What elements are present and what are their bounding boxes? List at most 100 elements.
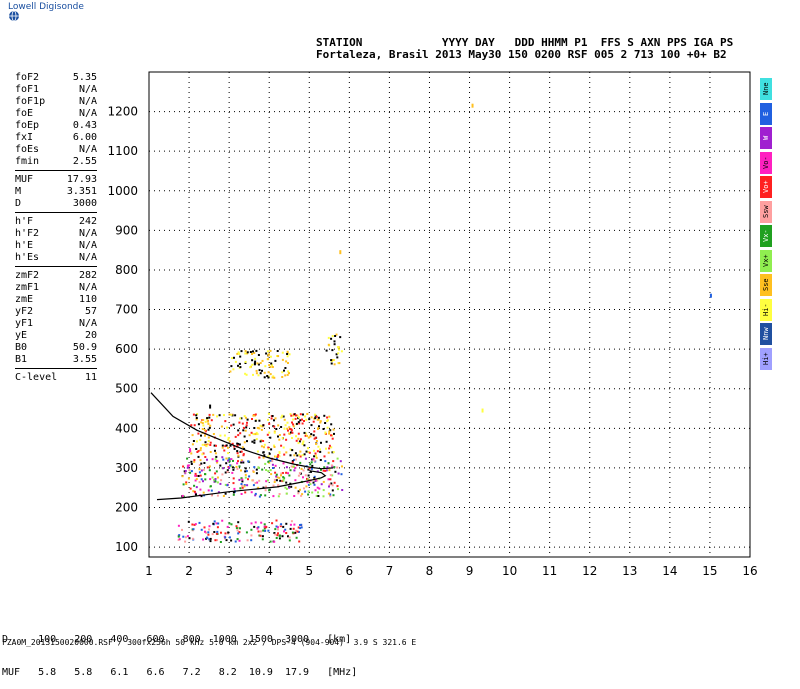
- echo-point: [336, 356, 339, 359]
- echo-point: [219, 464, 222, 467]
- echo-point: [274, 455, 276, 458]
- echo-point: [256, 527, 259, 530]
- param-key: B0: [15, 342, 28, 353]
- echo-point: [288, 539, 291, 542]
- echo-point: [254, 357, 257, 360]
- echo-point: [192, 413, 195, 416]
- echo-point: [216, 530, 219, 533]
- echo-point: [240, 483, 243, 485]
- echo-point: [202, 452, 205, 455]
- echo-point: [208, 538, 211, 541]
- x-tick-label: 6: [346, 564, 354, 578]
- echo-point: [301, 442, 304, 445]
- echo-point: [316, 486, 319, 489]
- echo-point: [306, 413, 309, 415]
- echo-point: [291, 460, 294, 463]
- isolated-echo-point: [339, 250, 342, 255]
- echo-point: [326, 426, 329, 429]
- echo-point: [288, 486, 291, 489]
- echo-point: [190, 452, 193, 455]
- echo-point: [208, 465, 211, 468]
- echo-point: [254, 482, 257, 484]
- echo-point: [303, 487, 305, 490]
- echo-point: [284, 528, 287, 531]
- echo-point: [314, 436, 317, 439]
- param-row: C-level 11: [15, 372, 97, 384]
- echo-point: [340, 473, 343, 476]
- echo-point: [246, 421, 248, 424]
- echo-point: [195, 478, 198, 481]
- param-row: M 3.351: [15, 186, 97, 198]
- echo-point: [256, 362, 259, 365]
- echo-point: [313, 449, 315, 452]
- echo-point: [299, 488, 301, 491]
- echo-point: [250, 431, 253, 434]
- echo-point: [311, 464, 314, 467]
- echo-point: [246, 539, 249, 542]
- param-value: N/A: [78, 318, 97, 329]
- param-row: zmF2 282: [15, 270, 97, 282]
- echo-point: [302, 476, 304, 479]
- echo-point: [299, 524, 301, 526]
- x-tick-label: 14: [662, 564, 677, 578]
- param-row: B0 50.9: [15, 342, 97, 354]
- echo-point: [267, 418, 269, 421]
- echo-point: [230, 365, 233, 368]
- echo-point: [266, 433, 269, 436]
- echo-point: [281, 437, 284, 440]
- echo-point: [187, 464, 190, 467]
- param-key: zmF2: [15, 270, 40, 281]
- echo-point: [219, 541, 222, 543]
- echo-point: [248, 434, 251, 437]
- echo-point: [317, 427, 320, 430]
- echo-point: [195, 417, 198, 419]
- echo-point: [214, 478, 217, 480]
- param-value: 20: [84, 330, 97, 341]
- echo-point: [335, 333, 338, 336]
- echo-point: [230, 458, 233, 461]
- echo-point: [300, 467, 303, 470]
- echo-point: [304, 457, 307, 460]
- echo-point: [261, 538, 264, 541]
- echo-point: [206, 458, 208, 461]
- param-value: 5.35: [72, 72, 97, 83]
- echo-point: [262, 486, 265, 489]
- param-key: zmE: [15, 294, 34, 305]
- echo-point: [221, 446, 224, 449]
- echo-point: [272, 495, 275, 498]
- isolated-echo-point: [709, 293, 712, 298]
- echo-point: [291, 431, 294, 434]
- echo-point: [296, 414, 299, 417]
- echo-point: [322, 480, 325, 483]
- echo-point: [295, 422, 298, 425]
- echo-point: [208, 469, 211, 472]
- echo-point: [212, 413, 215, 416]
- echo-point: [258, 419, 261, 422]
- echo-point: [306, 477, 308, 480]
- echo-point: [341, 489, 344, 491]
- param-row: fmin 2.55: [15, 156, 97, 168]
- echo-point: [292, 527, 295, 530]
- echo-point: [255, 369, 258, 372]
- isolated-echo-point: [189, 448, 192, 453]
- echo-point: [236, 444, 239, 447]
- echo-point: [239, 417, 242, 420]
- echo-point: [219, 482, 222, 485]
- echo-point: [328, 430, 331, 433]
- echo-point: [296, 454, 299, 457]
- echo-point: [209, 424, 212, 427]
- echo-point: [303, 420, 305, 422]
- echo-point: [306, 434, 308, 437]
- echo-point: [277, 424, 280, 427]
- echo-point: [208, 413, 211, 416]
- echo-point: [317, 416, 320, 419]
- echo-point: [250, 534, 253, 537]
- echo-point: [319, 421, 322, 424]
- echo-point: [256, 450, 259, 453]
- echo-point: [249, 366, 252, 369]
- echo-point: [273, 532, 276, 534]
- echo-point: [182, 465, 185, 468]
- echo-point: [289, 428, 292, 430]
- echo-point: [330, 362, 333, 365]
- echo-point: [285, 532, 288, 534]
